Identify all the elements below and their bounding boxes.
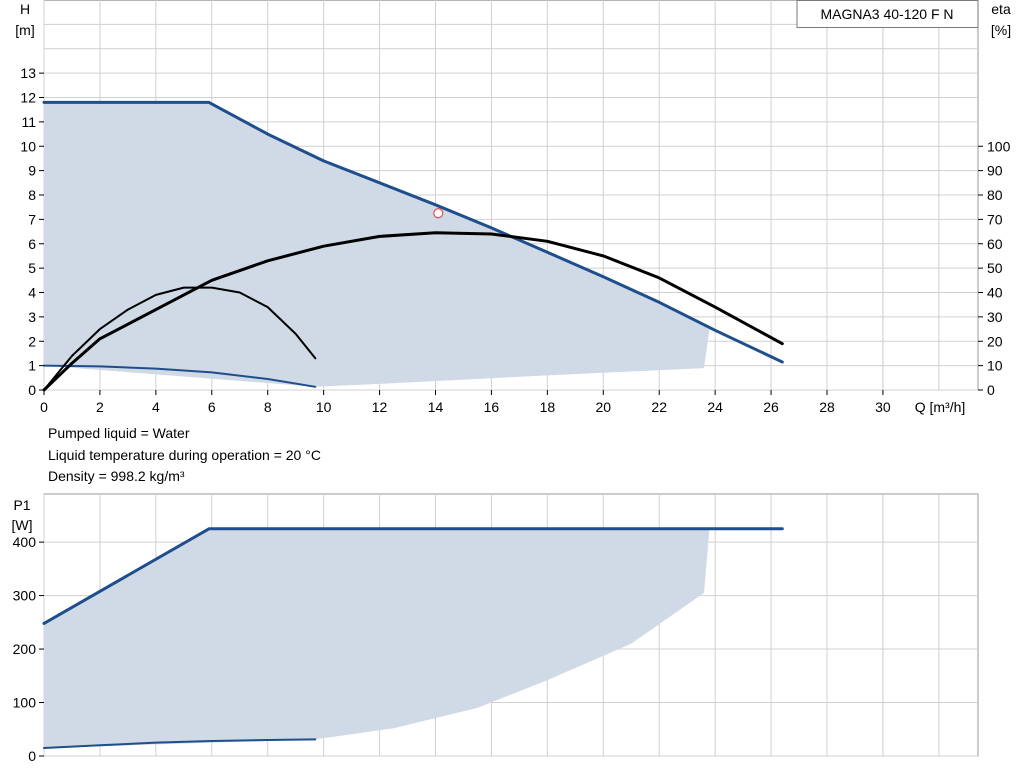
x-tick-label: 0 <box>40 399 48 415</box>
x-tick-label: 30 <box>875 399 891 415</box>
y2-tick-label: 80 <box>987 187 1003 203</box>
y-axis-unit: [m] <box>15 22 34 38</box>
max-head-curve <box>42 100 784 364</box>
chart-labels: 0123456789101112130102030405060708090100… <box>12 0 1011 764</box>
p1-max-curve <box>42 527 784 625</box>
y2-tick-label: 70 <box>987 211 1003 227</box>
y2-tick-label: 100 <box>987 138 1011 154</box>
y2-tick-label: 90 <box>987 163 1003 179</box>
eta-min-curve <box>43 286 317 391</box>
eta-max-curve <box>42 231 784 392</box>
p1-tick-label: 200 <box>13 641 37 657</box>
x-tick-label: 8 <box>264 399 272 415</box>
y-tick-label: 8 <box>28 187 36 203</box>
y-tick-label: 9 <box>28 163 36 179</box>
y2-tick-label: 50 <box>987 260 1003 276</box>
y-tick-label: 1 <box>28 358 36 374</box>
y2-tick-label: 60 <box>987 236 1003 252</box>
x-tick-label: 6 <box>208 399 216 415</box>
p1-axis-label: P1 <box>13 497 30 513</box>
x-tick-label: 12 <box>372 399 388 415</box>
power-operating-area <box>44 528 710 748</box>
y2-tick-label: 0 <box>987 382 995 398</box>
x-tick-label: 18 <box>540 399 556 415</box>
p1-min-curve <box>43 738 317 749</box>
x-axis-label: Q [m³/h] <box>915 399 966 415</box>
model-title: MAGNA3 40-120 F N <box>820 6 953 22</box>
model-title-box <box>796 0 979 28</box>
y-tick-label: 13 <box>20 65 36 81</box>
y-tick-label: 3 <box>28 309 36 325</box>
p1-axis-unit: [W] <box>12 517 33 533</box>
y-axis-label: H <box>20 1 30 17</box>
x-tick-label: 14 <box>428 399 444 415</box>
y-tick-label: 4 <box>28 285 36 301</box>
p1-tick-label: 400 <box>13 534 37 550</box>
min-head-curve <box>43 364 317 388</box>
chart-marks <box>42 100 784 749</box>
x-tick-label: 26 <box>763 399 779 415</box>
x-tick-label: 2 <box>96 399 104 415</box>
x-tick-label: 20 <box>595 399 611 415</box>
liquid-temperature-note: Liquid temperature during operation = 20… <box>48 447 321 463</box>
y2-tick-label: 30 <box>987 309 1003 325</box>
p1-tick-label: 300 <box>13 588 37 604</box>
x-tick-label: 16 <box>484 399 500 415</box>
head-operating-area <box>44 102 710 387</box>
y2-tick-label: 20 <box>987 333 1003 349</box>
x-tick-label: 22 <box>651 399 667 415</box>
x-tick-label: 24 <box>707 399 723 415</box>
duty-point-marker <box>433 208 444 219</box>
y-tick-label: 2 <box>28 333 36 349</box>
y2-tick-label: 10 <box>987 358 1003 374</box>
y-tick-label: 7 <box>28 211 36 227</box>
x-tick-label: 4 <box>152 399 160 415</box>
y2-axis-unit: [%] <box>991 22 1011 38</box>
x-tick-label: 10 <box>316 399 332 415</box>
y-tick-label: 6 <box>28 236 36 252</box>
density-note: Density = 998.2 kg/m³ <box>48 468 185 484</box>
p1-tick-label: 100 <box>13 695 37 711</box>
x-tick-label: 28 <box>819 399 835 415</box>
y-tick-label: 12 <box>20 90 36 106</box>
p1-tick-label: 0 <box>28 748 36 764</box>
y2-axis-label: eta <box>991 1 1011 17</box>
y-tick-label: 5 <box>28 260 36 276</box>
y-tick-label: 10 <box>20 138 36 154</box>
y-tick-label: 11 <box>21 114 36 130</box>
pumped-liquid-note: Pumped liquid = Water <box>48 425 190 441</box>
y-tick-label: 0 <box>28 382 36 398</box>
y2-tick-label: 40 <box>987 285 1003 301</box>
